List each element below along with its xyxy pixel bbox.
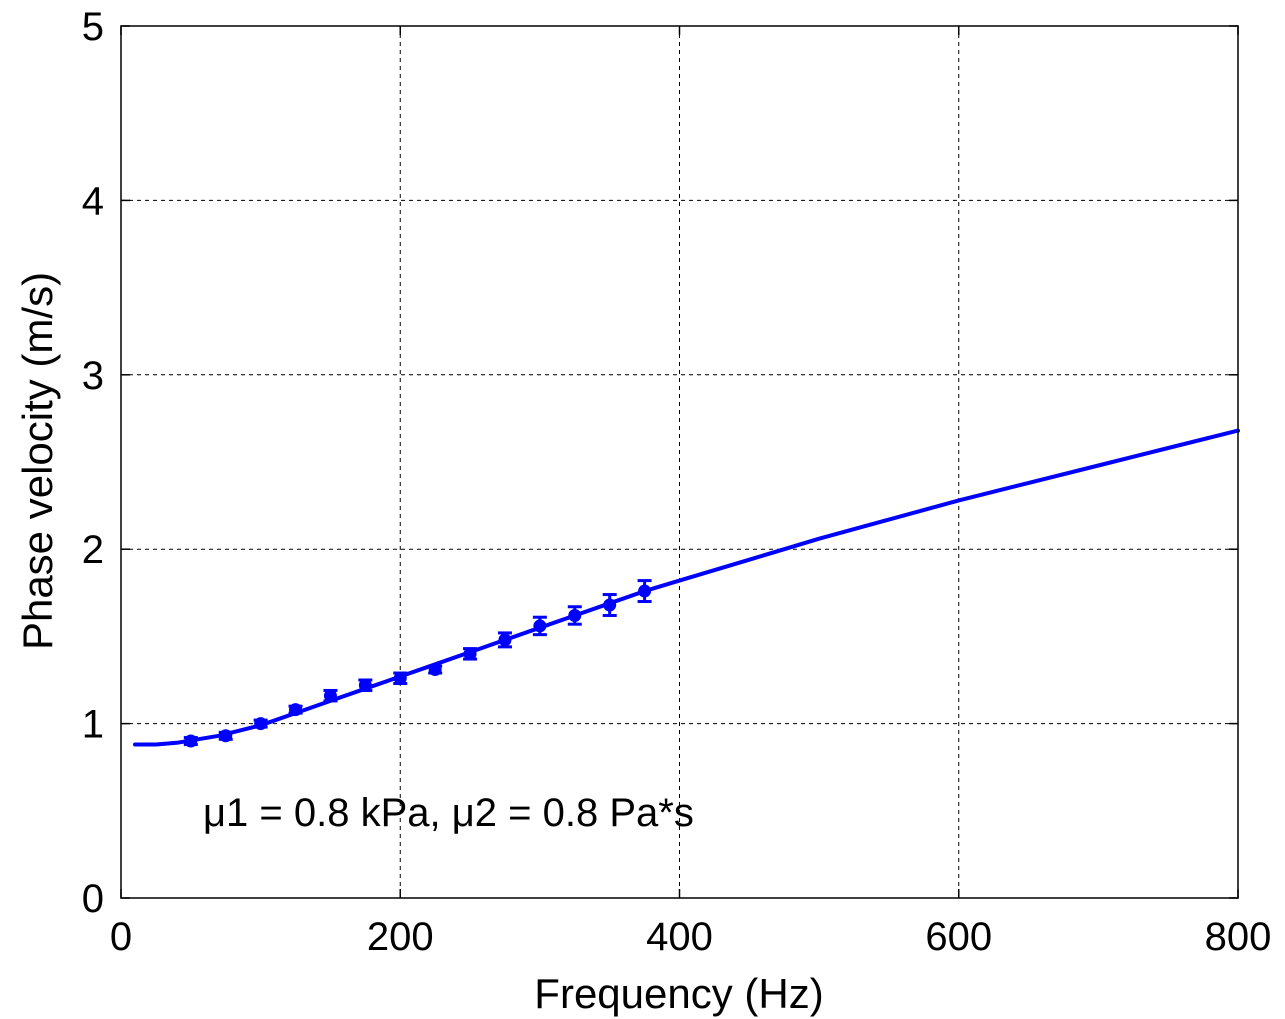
parameter-annotation: μ1 = 0.8 kPa, μ2 = 0.8 Pa*s (203, 791, 694, 835)
data-point (463, 647, 477, 661)
data-point (323, 689, 337, 703)
data-point (219, 729, 233, 743)
y-tick-label: 2 (82, 528, 104, 572)
data-point (533, 619, 547, 633)
y-tick-label: 3 (82, 354, 104, 398)
y-tick-label: 4 (82, 179, 104, 223)
y-tick-label: 1 (82, 703, 104, 747)
x-tick-label: 800 (1205, 915, 1272, 959)
data-point (289, 703, 303, 717)
data-point (358, 678, 372, 692)
data-point (498, 633, 512, 647)
x-tick-label: 400 (646, 915, 713, 959)
data-point (184, 734, 198, 748)
data-point (254, 717, 268, 731)
x-tick-label: 600 (925, 915, 992, 959)
measured-points-series (183, 579, 652, 748)
y-tick-label: 0 (82, 877, 104, 921)
data-point (428, 663, 442, 677)
data-point (603, 598, 617, 612)
x-tick-label: 200 (367, 915, 434, 959)
grid-lines (121, 26, 1238, 898)
y-tick-label: 5 (82, 5, 104, 49)
x-tick-label: 0 (110, 915, 132, 959)
y-axis-label: Phase velocity (m/s) (14, 272, 61, 650)
axis-ticks: 0 200 400 600 800 0 1 2 3 4 5 (82, 5, 1272, 959)
data-point (568, 608, 582, 622)
data-point (393, 671, 407, 685)
x-axis-label: Frequency (Hz) (534, 970, 823, 1017)
data-point (638, 584, 652, 598)
